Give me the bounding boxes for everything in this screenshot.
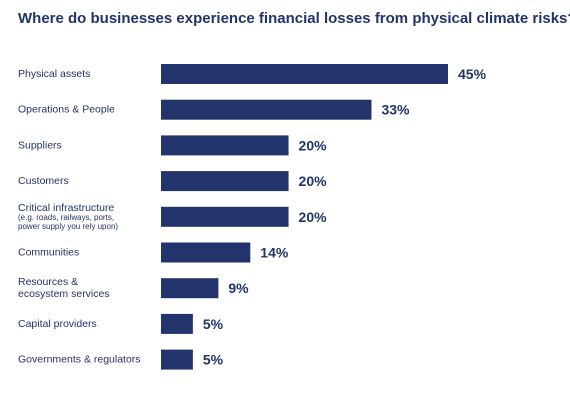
bar [161, 349, 193, 370]
bar [161, 135, 289, 156]
data-label: 20% [299, 137, 328, 153]
category-label: Communities [18, 247, 79, 259]
data-label: 14% [260, 245, 289, 261]
bar [161, 206, 289, 227]
bar [161, 171, 289, 192]
data-label: 33% [381, 102, 410, 118]
category-label: Customers [18, 175, 69, 187]
category-note: (e.g. roads, railways, ports, power suppl… [18, 213, 118, 231]
category-label: Operations & People [18, 104, 115, 116]
data-label: 20% [299, 209, 328, 225]
category-label: Governments & regulators [18, 354, 141, 366]
bar [161, 242, 251, 263]
data-label: 9% [228, 280, 249, 296]
bar [161, 278, 219, 299]
category-label: Critical infrastructure [18, 202, 114, 214]
category-label: Capital providers [18, 318, 97, 330]
category-label: Suppliers [18, 139, 62, 151]
data-label: 5% [203, 352, 224, 368]
chart-title: Where do businesses experience financial… [18, 10, 570, 27]
bar [161, 99, 372, 120]
data-label: 5% [203, 316, 224, 332]
category-label: Resources & ecosystem services [18, 276, 110, 300]
data-label: 45% [458, 66, 487, 82]
data-label: 20% [299, 173, 328, 189]
bar [161, 313, 193, 334]
category-label: Physical assets [18, 68, 90, 80]
bar [161, 64, 448, 84]
